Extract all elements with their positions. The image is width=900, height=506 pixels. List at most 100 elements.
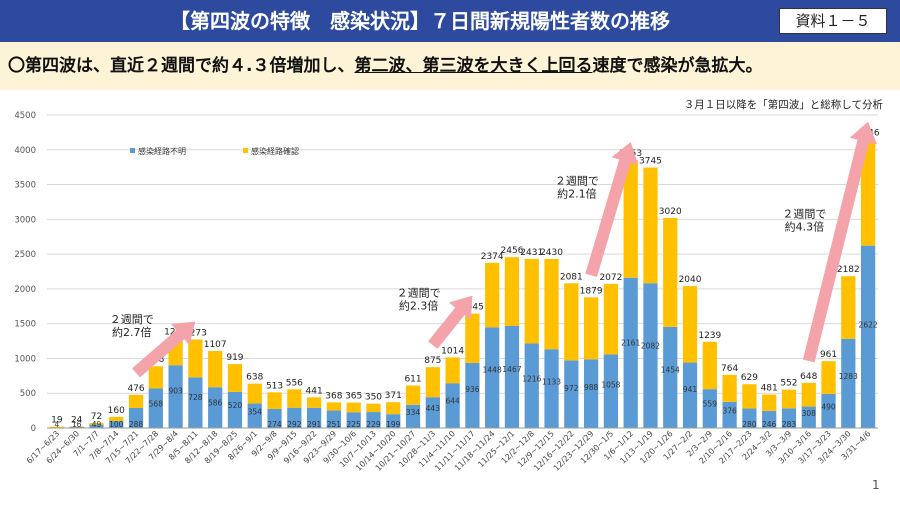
bar-unknown	[208, 387, 223, 428]
bar-unknown-label: 308	[802, 409, 817, 418]
bar-known	[89, 422, 104, 425]
bar-unknown-label: 520	[228, 401, 243, 410]
summary-band: 〇第四波は、直近２週間で約４.３倍増加し、第二波、第三波を大きく上回る速度で感染…	[0, 42, 900, 90]
bar-unknown-label: 225	[347, 420, 362, 429]
bar-known	[544, 258, 559, 350]
bar-known	[287, 389, 302, 408]
bar-unknown	[89, 424, 104, 428]
bar-unknown	[524, 343, 539, 428]
bar-total-label: 72	[91, 412, 102, 422]
bar-total-label: 1014	[441, 346, 464, 356]
bar-unknown-label: 644	[445, 396, 460, 405]
page-title: 【第四波の特徴 感染状況】７日間新規陽性者数の推移	[170, 9, 670, 33]
bar-unknown	[326, 410, 342, 428]
bar-total-label: 2430	[540, 248, 563, 258]
bar-unknown	[188, 377, 203, 428]
bar-unknown-label: 1133	[542, 378, 561, 387]
growth-annotation: 約2.7倍	[112, 325, 152, 339]
bar-known	[425, 367, 440, 398]
bar-known	[603, 283, 619, 355]
bar-unknown-label: 1454	[661, 365, 680, 374]
bar-known	[841, 276, 856, 339]
bar-unknown-label: 972	[564, 384, 579, 393]
legend-label: 感染経路確認	[251, 146, 299, 156]
bar-unknown	[860, 245, 876, 428]
bar-unknown	[287, 407, 302, 428]
bar-known	[366, 403, 381, 413]
bar-known	[69, 426, 84, 427]
bar-unknown-label: 2622	[859, 321, 878, 330]
y-tick-label: 3000	[14, 215, 36, 225]
bar-unknown	[247, 403, 262, 428]
bar-unknown-label: 490	[821, 402, 836, 411]
bar-unknown-label: 903	[168, 386, 183, 395]
bar-unknown-label: 1058	[601, 381, 620, 390]
bar-unknown	[405, 404, 421, 428]
bar-known	[227, 364, 243, 392]
bar-unknown	[603, 354, 619, 428]
bar-unknown-label: 586	[208, 399, 223, 408]
bar-unknown-label: 100	[109, 420, 124, 429]
bar-unknown	[504, 325, 520, 428]
bar-unknown-label: 291	[307, 420, 322, 429]
bar-unknown	[445, 383, 460, 428]
bar-unknown-label: 246	[762, 420, 777, 429]
bar-unknown-label: 251	[327, 420, 342, 429]
bar-total-label: 365	[345, 392, 362, 402]
bar-total-label: 24	[71, 415, 83, 425]
stacked-bar-chart: 0 500 1000 1500 2000 2500 3000 3500 4000 4500 ３月１日…	[14, 98, 883, 473]
bar-total-label: 2456	[501, 246, 524, 256]
bar-known	[247, 383, 262, 404]
bar-unknown	[267, 408, 282, 428]
y-tick-label: 500	[20, 389, 36, 399]
bar-total-label: 1239	[698, 331, 721, 341]
summary-text: 〇第四波は、直近２週間で約４.３倍増加し、第二波、第三波を大きく上回る速度で感染…	[8, 52, 762, 80]
bar-total-label: 875	[424, 356, 441, 366]
y-tick-label: 1000	[14, 354, 36, 364]
bar-known	[267, 392, 282, 409]
bar-unknown-label: 280	[742, 420, 757, 429]
bar-unknown	[643, 283, 658, 428]
bar-unknown	[663, 326, 678, 428]
bar-known	[306, 397, 322, 408]
bar-total-label: 368	[325, 391, 342, 401]
bar-unknown	[109, 421, 124, 428]
bar-unknown-label: 4	[55, 420, 60, 429]
bar-known	[208, 351, 223, 388]
bar-unknown-label: 354	[248, 407, 263, 416]
title-bar: 【第四波の特徴 感染状況】７日間新規陽性者数の推移 資料１－５	[0, 0, 900, 42]
growth-annotation: ２週間で	[110, 313, 154, 326]
bar-total-label: 513	[266, 381, 283, 391]
growth-annotation: ２週間で	[555, 175, 599, 188]
bar-unknown-label: 559	[703, 400, 718, 409]
bar-unknown	[702, 389, 717, 428]
bar-total-label: 648	[800, 372, 817, 382]
bar-total-label: 1879	[580, 286, 603, 296]
summary-prefix: 〇第四波は、直近２週間で約４.３倍増加し、	[8, 56, 355, 76]
page-number: 1	[872, 478, 880, 492]
bar-unknown	[623, 277, 638, 428]
bar-total-label: 611	[404, 375, 421, 385]
bar-unknown	[762, 410, 777, 428]
bar-total-label: 552	[780, 379, 797, 389]
bar-known	[564, 283, 579, 361]
bar-unknown-label: 1216	[522, 374, 541, 383]
bar-unknown	[366, 412, 381, 428]
growth-arrow	[585, 142, 639, 277]
bar-known	[643, 167, 658, 284]
bar-unknown	[583, 359, 599, 428]
bar-unknown-label: 568	[149, 399, 164, 408]
bar-unknown	[148, 388, 163, 428]
bar-unknown-label: 2082	[641, 341, 660, 350]
bar-known	[801, 382, 816, 407]
bar-unknown	[742, 408, 757, 428]
growth-annotation: ２週間で	[397, 286, 441, 299]
bar-known	[524, 258, 539, 344]
bar-total-label: 764	[721, 364, 738, 374]
bar-known	[663, 217, 678, 327]
bar-total-label: 481	[761, 384, 778, 394]
growth-arrow	[428, 295, 473, 349]
bar-unknown	[544, 349, 559, 428]
bar-known	[326, 402, 342, 411]
